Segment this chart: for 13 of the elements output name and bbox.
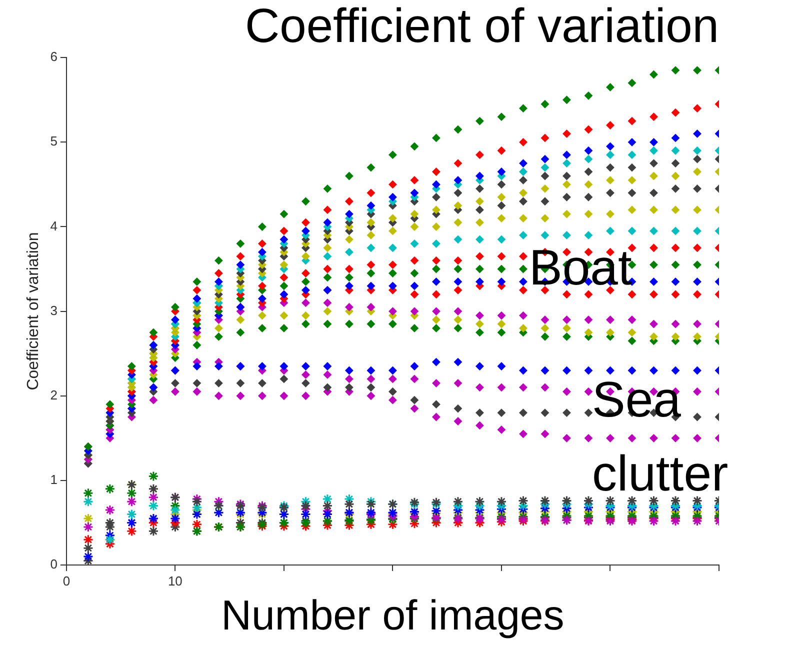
chart-title: Coefficient of variation (244, 0, 719, 54)
y-tick-label: 5 (50, 134, 58, 149)
annotation: Sea clutter (592, 371, 728, 502)
y-tick-label: 2 (50, 387, 58, 402)
annotation: Boat (529, 239, 632, 296)
y-axis-title: Coefficient of variation (25, 232, 42, 390)
y-tick-label: 4 (50, 218, 58, 234)
x-tick-label: 10 (168, 573, 182, 588)
x-axis-title: Number of images (221, 591, 564, 638)
y-tick-label: 0 (50, 556, 58, 572)
y-tick-label: 1 (50, 472, 58, 488)
y-tick-label: 6 (50, 49, 58, 64)
y-tick-label: 3 (50, 302, 58, 318)
